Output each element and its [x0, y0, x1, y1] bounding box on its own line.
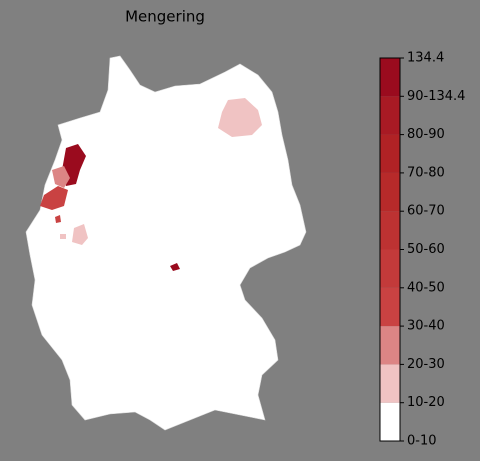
colorbar-label: 70-80 — [407, 165, 445, 180]
colorbar-label: 80-90 — [407, 127, 445, 142]
colorbar-label: 20-30 — [407, 357, 445, 372]
colorbar-label: 134.4 — [407, 51, 444, 66]
colorbar-segment — [380, 58, 400, 97]
region-highlight — [218, 98, 262, 137]
germany-map — [25, 55, 307, 431]
colorbar-segment — [380, 172, 400, 212]
colorbar: 0-10 10-20 20-30 30-40 40-50 50-60 60-70 70-80 8… — [379, 51, 465, 449]
colorbar-label: 0-10 — [407, 434, 437, 449]
colorbar-label: 10-20 — [407, 395, 445, 410]
region-highlight — [72, 224, 88, 245]
colorbar-segment — [380, 287, 400, 327]
region-highlight — [55, 215, 61, 223]
colorbar-label: 90-134.4 — [407, 89, 465, 104]
colorbar-segment — [380, 96, 400, 135]
colorbar-segment — [380, 211, 400, 250]
colorbar-segment — [380, 326, 400, 365]
region-highlight — [52, 166, 70, 188]
colorbar-label: 50-60 — [407, 242, 445, 257]
map-title: Mengering — [125, 8, 205, 26]
country-outline — [25, 55, 307, 431]
colorbar-segment — [380, 364, 400, 403]
colorbar-segment — [380, 134, 400, 173]
colorbar-label: 40-50 — [407, 280, 445, 295]
colorbar-segment — [380, 249, 400, 288]
region-highlight — [170, 263, 180, 271]
colorbar-segment — [380, 402, 400, 441]
region-highlight — [60, 234, 66, 239]
colorbar-label: 30-40 — [407, 319, 445, 334]
colorbar-label: 60-70 — [407, 204, 445, 219]
region-highlight — [40, 186, 68, 210]
